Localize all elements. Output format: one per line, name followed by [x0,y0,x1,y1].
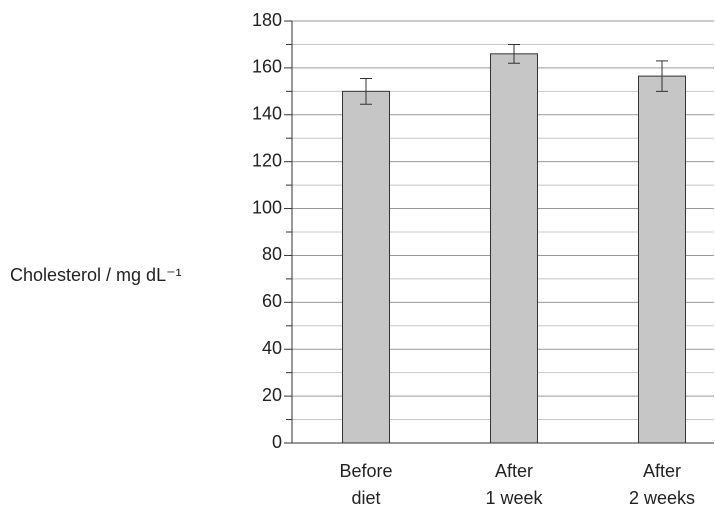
y-tick-label: 120 [252,150,282,170]
bar [342,90,390,444]
y-tick-label: 100 [252,197,282,217]
x-tick-label: After [643,461,681,481]
y-tick-label: 180 [252,10,282,30]
x-tick-label: diet [351,488,380,508]
y-tick-label: 0 [272,432,282,452]
bar [490,53,538,444]
y-tick-label: 20 [262,385,282,405]
x-tick-label: After [495,461,533,481]
x-tick-label: Before [339,461,392,481]
y-tick-label: 80 [262,244,282,264]
y-tick-label: 60 [262,291,282,311]
y-tick-label: 40 [262,338,282,358]
y-axis-label: Cholesterol / mg dL⁻¹ [10,265,182,285]
x-tick-label: 2 weeks [629,488,695,508]
error-bar [656,60,668,92]
error-bar [360,77,372,105]
bar [638,75,686,444]
y-tick-label: 160 [252,57,282,77]
error-bar [508,43,520,64]
x-tick-label: 1 week [485,488,543,508]
y-tick-label: 140 [252,104,282,124]
